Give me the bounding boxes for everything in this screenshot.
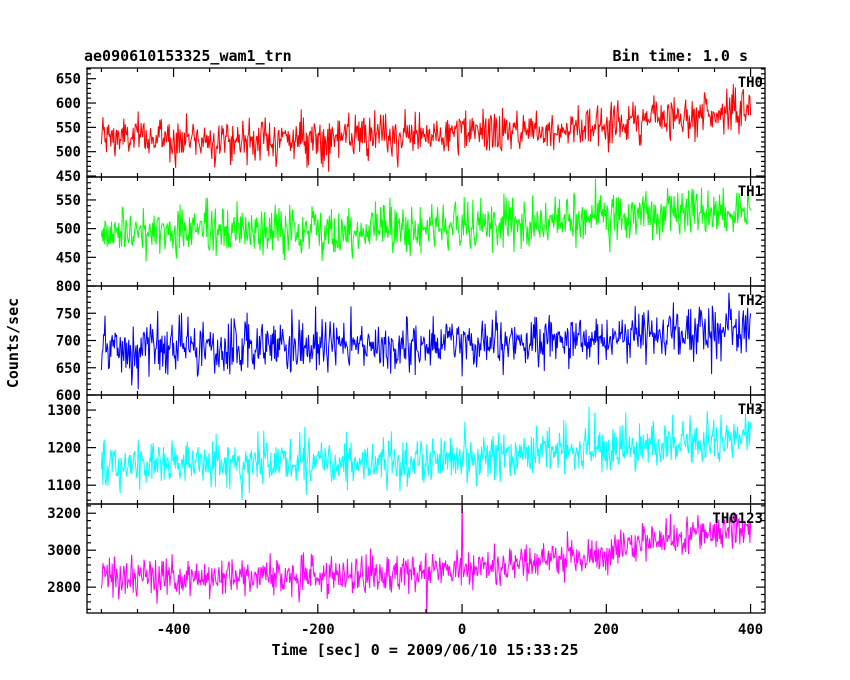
series-line-th2 (100, 292, 752, 390)
y-tick-label: 600 (56, 388, 81, 404)
y-tick-label: 1300 (47, 403, 81, 419)
y-tick-label: 550 (56, 120, 81, 136)
x-axis-title: Time [sec] 0 = 2009/06/10 15:33:25 (271, 641, 578, 659)
x-tick-label: -200 (301, 622, 335, 638)
series-line-th3 (100, 406, 752, 501)
x-tick-label: -400 (157, 622, 191, 638)
y-tick-label: 500 (56, 222, 81, 238)
panel-th1: 450 500 550 TH1 (56, 176, 766, 287)
y-tick-label: 450 (56, 250, 81, 266)
y-tick-label: 800 (56, 279, 81, 295)
x-tick-label: 400 (738, 622, 763, 638)
panel-label-th0: TH0 (738, 75, 763, 91)
y-tick-label: 650 (56, 361, 81, 377)
x-tick-label: 0 (458, 622, 466, 638)
y-tick-label: 2800 (47, 580, 81, 596)
y-axis-title: Counts/sec (4, 298, 22, 388)
series-line-th0123 (100, 504, 752, 613)
y-tick-label: 450 (56, 169, 81, 185)
panel-frame (86, 67, 766, 178)
panel-label-th2: TH2 (738, 293, 763, 309)
panel-label-th3: TH3 (738, 402, 763, 418)
y-tick-label: 500 (56, 145, 81, 161)
y-tick-label: 700 (56, 334, 81, 350)
y-tick-label: 3000 (47, 543, 81, 559)
chart-title: ae090610153325_wam1_trn (84, 47, 292, 65)
panel-th3: 1100 1200 1300 TH3 (47, 394, 766, 505)
panels: 450 500 550 600 650 TH0 450 500 550 TH1 600 650 700 7… (47, 67, 766, 614)
x-axis: -400 -200 0 200 400 (157, 622, 764, 638)
series-line-th0 (100, 84, 752, 172)
panel-th2: 600 650 700 750 800 TH2 (56, 279, 766, 404)
x-tick-label: 200 (594, 622, 619, 638)
y-tick-label: 600 (56, 96, 81, 112)
y-tick-label: 1100 (47, 478, 81, 494)
y-tick-label: 550 (56, 193, 81, 209)
y-tick-label: 1200 (47, 441, 81, 457)
panel-label-th1: TH1 (738, 184, 763, 200)
panel-label-th0123: TH0123 (712, 511, 763, 527)
y-tick-label: 3200 (47, 506, 81, 522)
panel-th0: 450 500 550 600 650 TH0 (56, 67, 766, 185)
bin-time-label: Bin time: 1.0 s (613, 47, 748, 65)
series-line-th1 (100, 178, 752, 262)
panel-th0123: 2800 3000 3200 TH0123 (47, 503, 766, 614)
y-tick-label: 750 (56, 306, 81, 322)
y-tick-label: 650 (56, 72, 81, 88)
